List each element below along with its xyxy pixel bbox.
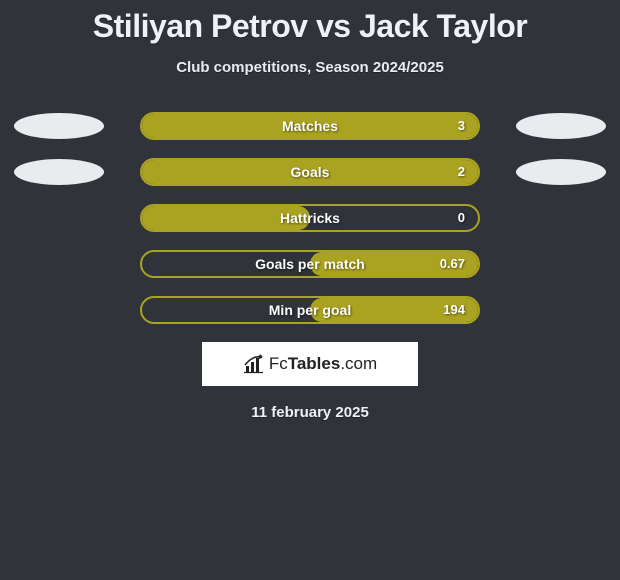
bar-track [140, 296, 480, 324]
logo-bold: Tables [288, 354, 341, 373]
page-title: Stiliyan Petrov vs Jack Taylor [0, 8, 620, 45]
logo-prefix: Fc [269, 354, 288, 373]
stat-row: Min per goal194 [0, 296, 620, 324]
bar-fill [142, 160, 478, 184]
logo: FcTables.com [243, 354, 377, 374]
bar-fill [142, 206, 310, 230]
date-text: 11 february 2025 [0, 404, 620, 421]
logo-suffix: .com [340, 354, 377, 373]
oval-right [516, 159, 606, 185]
stat-row: Goals per match0.67 [0, 250, 620, 278]
bar-fill [310, 298, 478, 322]
chart-icon [243, 354, 265, 374]
bar-track [140, 112, 480, 140]
stat-row: Hattricks0 [0, 204, 620, 232]
comparison-card: Stiliyan Petrov vs Jack Taylor Club comp… [0, 0, 620, 421]
oval-right [516, 113, 606, 139]
bar-track [140, 250, 480, 278]
bar-track [140, 204, 480, 232]
oval-left [14, 113, 104, 139]
bar-track [140, 158, 480, 186]
subtitle: Club competitions, Season 2024/2025 [0, 59, 620, 76]
bar-fill [142, 114, 478, 138]
logo-box[interactable]: FcTables.com [202, 342, 418, 386]
stat-rows: Matches3 Goals2 Hattricks0 Goals per match0… [0, 112, 620, 324]
oval-left [14, 159, 104, 185]
bar-fill [310, 252, 478, 276]
logo-text: FcTables.com [269, 354, 377, 374]
stat-row: Goals2 [0, 158, 620, 186]
stat-row: Matches3 [0, 112, 620, 140]
